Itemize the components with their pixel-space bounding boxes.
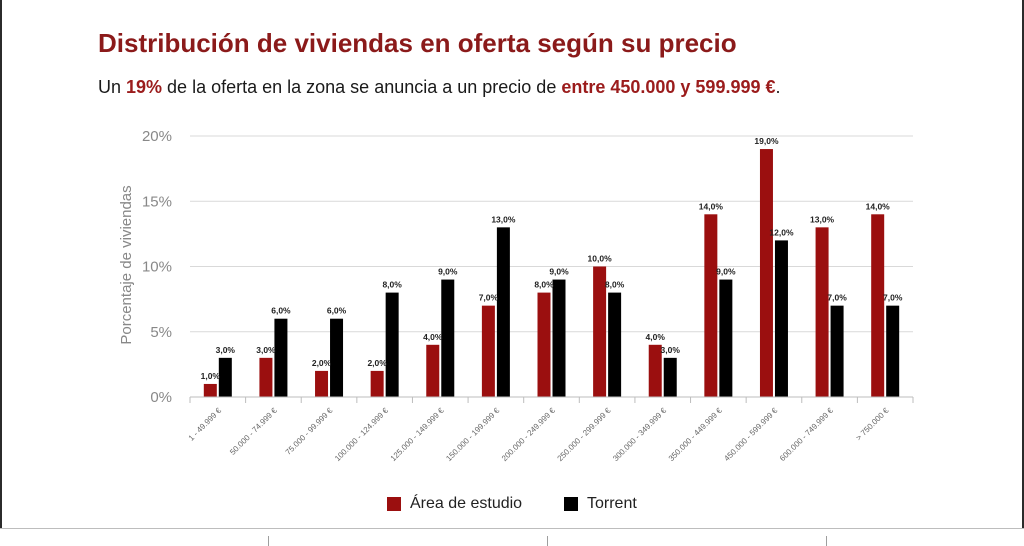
data-label: 4,0%: [646, 332, 666, 342]
x-tick-label: 75.000 - 99.999 €: [284, 406, 335, 457]
bar-torrent: [608, 292, 622, 397]
y-axis-ticks: 0% 5% 10% 15% 20%: [142, 128, 172, 406]
x-tick-label: 350.000 - 449.999 €: [667, 406, 724, 463]
x-tick-label: 300.000 - 349.999 €: [611, 406, 668, 463]
data-label: 8,0%: [605, 280, 625, 290]
legend-item-area-estudio: Área de estudio: [387, 495, 522, 513]
data-label: 9,0%: [438, 267, 458, 277]
bar-torrent: [663, 357, 677, 397]
y-tick-label: 5%: [150, 324, 172, 341]
bar-area-estudio: [370, 370, 384, 397]
x-tick-label: > 750.000 €: [854, 406, 891, 443]
bar-area-estudio: [315, 370, 329, 397]
data-label: 13,0%: [491, 214, 516, 224]
bar-area-estudio: [871, 214, 885, 397]
legend-label-area-estudio: Área de estudio: [410, 495, 523, 512]
legend-label-torrent: Torrent: [587, 495, 637, 512]
y-tick-label: 20%: [142, 128, 172, 145]
chart-grid: [190, 135, 913, 333]
chart-data-labels: 1,0% 3,0% 3,0% 6,0% 2,0% 6,0% 2,0% 8,0% 4,0% 9,0%…: [201, 136, 903, 381]
page-footer-tick: [826, 536, 827, 546]
x-tick-label: 450.000 - 599.999 €: [722, 406, 779, 463]
data-label: 8,0%: [534, 280, 554, 290]
bar-area-estudio: [815, 227, 829, 397]
legend-swatch-torrent: [564, 497, 578, 511]
data-label: 8,0%: [382, 280, 402, 290]
bar-torrent: [330, 318, 344, 397]
data-label: 14,0%: [699, 201, 724, 211]
data-label: 7,0%: [883, 293, 903, 303]
data-label: 10,0%: [588, 254, 613, 264]
bar-torrent: [274, 318, 288, 397]
bar-torrent: [441, 279, 455, 397]
data-label: 14,0%: [866, 201, 891, 211]
x-tick-label: 50.000 - 74.999 €: [228, 406, 279, 457]
y-tick-label: 15%: [142, 193, 172, 210]
data-label: 7,0%: [827, 293, 847, 303]
data-label: 12,0%: [769, 227, 794, 237]
data-label: 9,0%: [549, 267, 569, 277]
x-tick-label: 250.000 - 299.999 €: [556, 406, 613, 463]
data-label: 2,0%: [367, 358, 387, 368]
subtitle-text-middle: de la oferta en la zona se anuncia a un …: [162, 77, 562, 97]
subtitle-highlight-range: entre 450.000 y 599.999 €: [561, 77, 776, 97]
x-tick-label: 600.000 - 749.999 €: [778, 406, 835, 463]
page-frame-left: [0, 0, 2, 528]
data-label: 6,0%: [271, 306, 291, 316]
page-subtitle: Un 19% de la oferta en la zona se anunci…: [98, 77, 781, 98]
bar-torrent: [886, 305, 900, 397]
legend-item-torrent: Torrent: [564, 495, 637, 513]
page-footer-tick: [268, 536, 269, 546]
bar-torrent: [830, 305, 844, 397]
bar-torrent: [552, 279, 566, 397]
data-label: 13,0%: [810, 214, 835, 224]
y-tick-label: 10%: [142, 259, 172, 276]
bar-torrent: [385, 292, 399, 397]
data-label: 3,0%: [661, 345, 681, 355]
data-label: 3,0%: [216, 345, 236, 355]
bar-area-estudio: [537, 292, 551, 397]
subtitle-highlight-percent: 19%: [126, 77, 163, 97]
legend-swatch-area-estudio: [387, 497, 401, 511]
y-tick-label: 0%: [150, 389, 172, 406]
data-label: 9,0%: [716, 267, 736, 277]
data-label: 3,0%: [256, 345, 276, 355]
chart-bars: [203, 149, 900, 397]
x-tick-label: 200.000 - 249.999 €: [500, 406, 557, 463]
chart-legend: Área de estudio Torrent: [0, 495, 1024, 519]
data-label: 2,0%: [312, 358, 332, 368]
data-label: 6,0%: [327, 306, 347, 316]
data-label: 7,0%: [479, 293, 499, 303]
page-footer-tick: [547, 536, 548, 546]
data-label: 4,0%: [423, 332, 443, 342]
subtitle-text-start: Un: [98, 77, 127, 97]
x-tick-label: 100.000 - 124.999 €: [333, 406, 390, 463]
x-tick-label: 1 - 49.999 €: [187, 406, 224, 443]
x-tick-label: 150.000 - 199.999 €: [444, 406, 501, 463]
bar-area-estudio: [593, 266, 607, 397]
subtitle-text-end: .: [775, 77, 781, 97]
page-title: Distribución de viviendas en oferta segú…: [98, 28, 737, 58]
page-frame-right: [1022, 0, 1024, 528]
bar-torrent: [218, 357, 232, 397]
y-axis-label: Porcentaje de viviendas: [118, 185, 135, 344]
bar-torrent: [496, 227, 510, 397]
bar-area-estudio: [648, 344, 662, 397]
page-frame-bottom: [0, 528, 1024, 529]
bar-area-estudio: [704, 214, 718, 397]
data-label: 1,0%: [201, 371, 221, 381]
bar-area-estudio: [259, 357, 273, 397]
x-axis-ticks: 1 - 49.999 €50.000 - 74.999 €75.000 - 99…: [187, 397, 914, 463]
bar-area-estudio: [481, 305, 495, 397]
bar-torrent: [774, 240, 788, 397]
bar-area-estudio: [203, 383, 217, 397]
x-tick-label: 125.000 - 149.999 €: [389, 406, 446, 463]
data-label: 19,0%: [754, 136, 779, 146]
bar-area-estudio: [426, 344, 440, 397]
bar-area-estudio: [759, 149, 773, 397]
bar-torrent: [719, 279, 733, 397]
